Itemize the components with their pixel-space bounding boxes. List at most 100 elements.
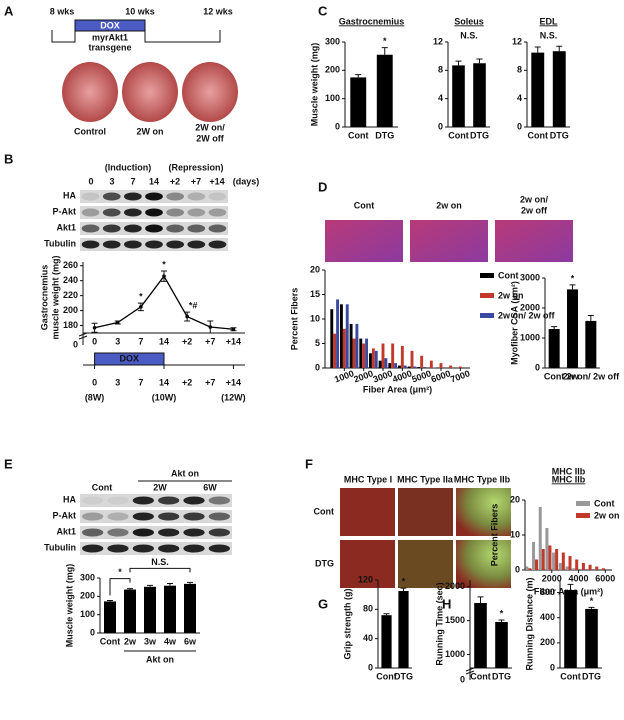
panel-label: F (305, 456, 313, 471)
protein-label: Akt1 (56, 526, 76, 536)
band (102, 208, 121, 217)
x-tick-label: DTG (375, 130, 394, 140)
chart-title: MHC IIb (552, 466, 586, 476)
x-tick-label: Cont (470, 671, 491, 681)
protein-label: HA (63, 190, 76, 200)
y-axis-label: Percent Fibers (489, 504, 499, 567)
band (82, 512, 104, 521)
band (166, 192, 185, 201)
band (81, 192, 100, 201)
x-tick-label: 2w on/ 2w off (563, 371, 621, 381)
bar (535, 559, 539, 570)
y-tick-label: 0 (517, 121, 522, 131)
x-tick-label: 14 (159, 377, 169, 387)
annotation: N.S. (151, 557, 169, 567)
error-bar (551, 326, 558, 329)
band (82, 544, 104, 553)
y-tick-label: 300 (80, 572, 95, 582)
image-label: 2w off (521, 205, 548, 215)
band (183, 528, 205, 537)
error-bar (477, 596, 484, 604)
panel-label: G (318, 596, 328, 611)
bar (362, 343, 366, 368)
y-tick-label: 1500 (445, 615, 465, 625)
y-axis-label: Gastrocnemius (39, 265, 49, 331)
error-bar (556, 45, 563, 52)
error-bar (187, 581, 193, 584)
row-label: Cont (314, 506, 335, 516)
x-tick-label: 6w (184, 636, 197, 646)
time-label: 10 wks (125, 6, 155, 16)
bar (376, 54, 393, 127)
bar (567, 289, 578, 368)
y-tick-label: 180 (63, 320, 78, 330)
lane-label: Cont (92, 482, 113, 492)
band (107, 512, 129, 521)
band (132, 544, 154, 553)
bar (541, 549, 545, 570)
lane-label: 3 (109, 176, 114, 186)
chart: 0 4 8 12 Soleus N.S. Cont DTG (433, 16, 490, 140)
bar (420, 355, 424, 368)
time-label: 8 wks (50, 6, 75, 16)
band (145, 208, 163, 217)
lane-label: +7 (191, 176, 201, 186)
bar (403, 365, 407, 368)
y-tick-label: 12 (433, 36, 443, 46)
legend-swatch (480, 293, 494, 298)
lane-label: 14 (149, 176, 159, 186)
y-tick-label: 0 (438, 121, 443, 131)
x-tick-label: DTG (394, 671, 413, 681)
chart: 1000 1500 2000 0 Running Time (sec) Cont DTG * (434, 580, 512, 684)
band (158, 512, 180, 521)
y-tick-label: 5 (315, 338, 320, 348)
band (208, 544, 230, 553)
x-tick-label: 3w (144, 636, 157, 646)
column-label: MHC Type IIa (397, 474, 454, 484)
y-axis-label: Running Distance (m) (524, 577, 534, 670)
chart: 0 100 200 300 Gastrocnemius Muscle weight (mg… (309, 16, 404, 140)
y-tick-label: 1000 (520, 332, 540, 342)
bar (333, 333, 337, 368)
band (187, 208, 206, 217)
y-axis-label: Percent Fibers (289, 288, 299, 351)
x-tick-label: 0 (92, 377, 97, 387)
significance: * (162, 259, 166, 269)
significance: *# (189, 300, 198, 310)
band (145, 240, 163, 249)
image-label: Control (74, 126, 106, 136)
error-bar (184, 311, 191, 322)
period-label: (10W) (152, 392, 177, 402)
bar (585, 608, 598, 668)
lane-label: 6W (203, 482, 217, 492)
x-tick-label: +7 (205, 336, 215, 346)
y-tick-label: 200 (63, 305, 78, 315)
transgene-label: myrAkt1 (92, 32, 128, 42)
bar (398, 591, 409, 668)
bar (601, 568, 605, 570)
bar (561, 552, 565, 570)
chart-title: EDL (540, 16, 559, 26)
error-bar (107, 600, 113, 602)
mouse-image (182, 62, 238, 122)
fiber-image (340, 540, 395, 588)
x-tick-label: Cont (348, 130, 369, 140)
error-bar (355, 74, 362, 78)
bar (423, 367, 427, 368)
bar (388, 363, 392, 368)
error-bar (147, 584, 153, 587)
bar (439, 363, 443, 368)
band (183, 544, 205, 553)
unit-label: (days) (233, 176, 260, 186)
bar (407, 366, 411, 368)
y-axis-label: Running Time (sec) (434, 582, 444, 665)
x-tick-label: +2 (182, 377, 192, 387)
bracket (109, 578, 131, 596)
significance: * (500, 608, 504, 618)
y-tick-label: 0 (535, 362, 540, 372)
lane-label: 2W (153, 482, 167, 492)
y-tick-label: 10 (310, 313, 320, 323)
bar (371, 348, 375, 368)
annotation: N.S. (460, 30, 478, 40)
